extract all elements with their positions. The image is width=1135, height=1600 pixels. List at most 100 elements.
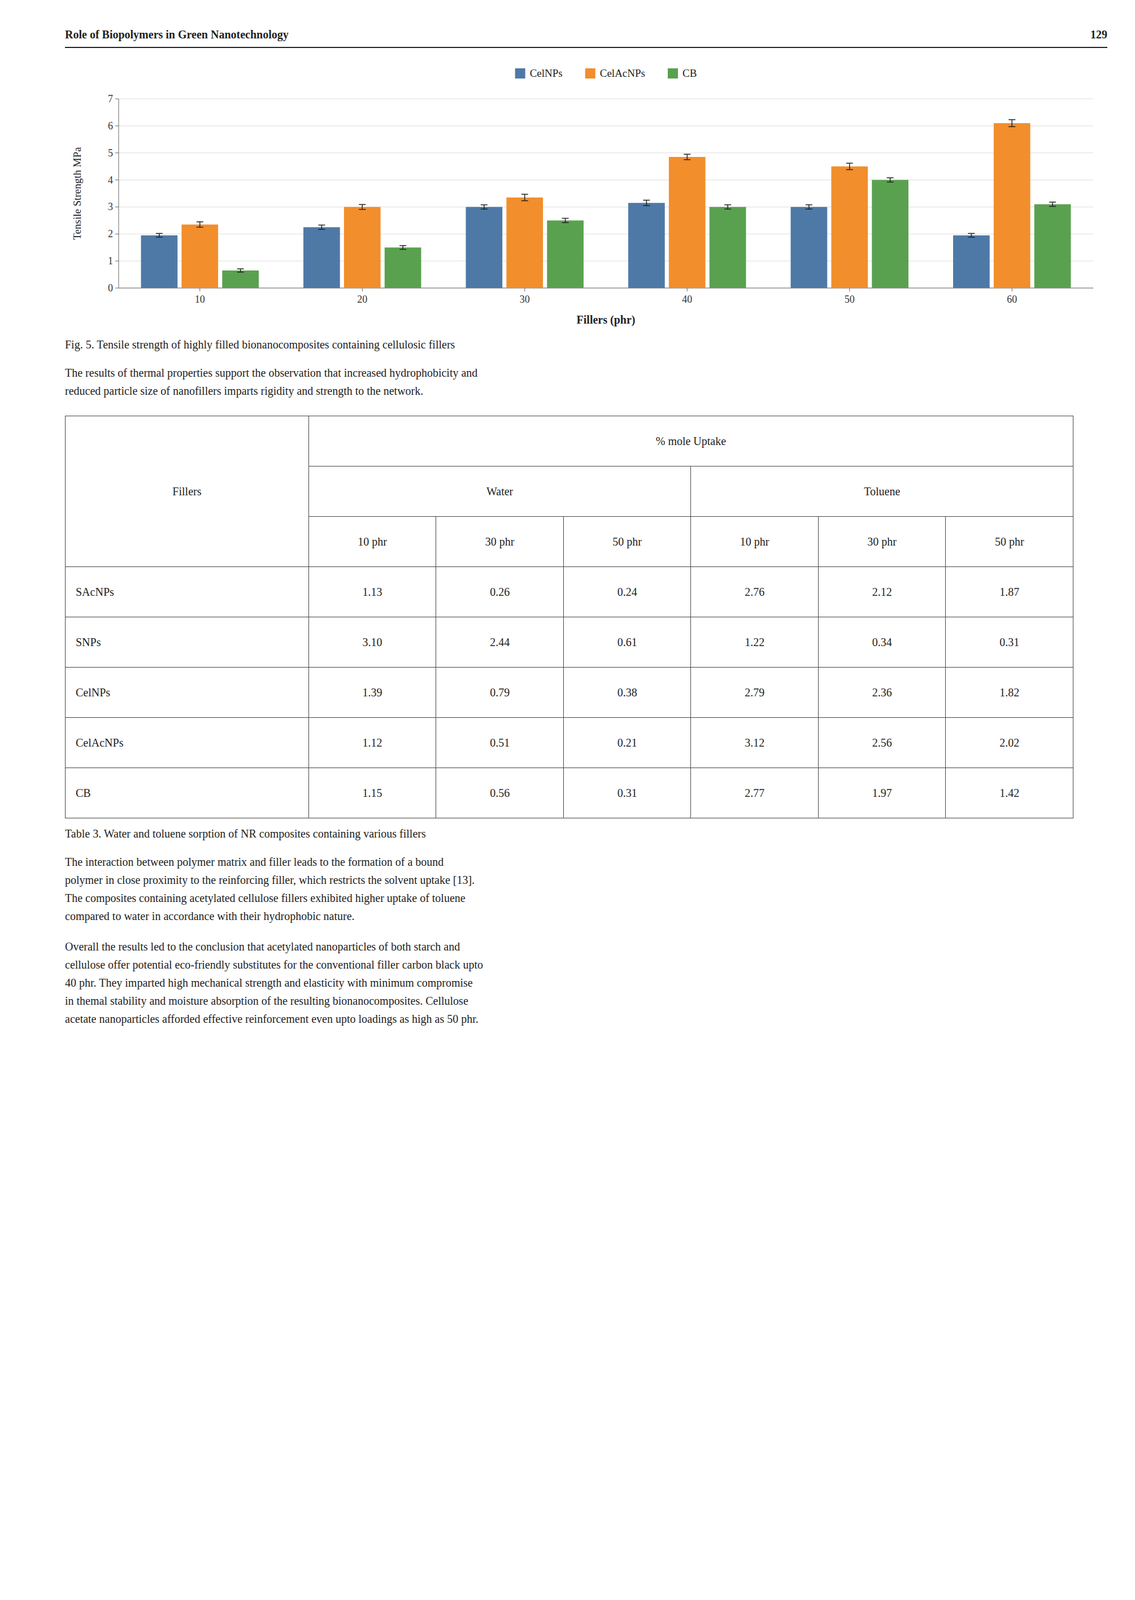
paragraph-1: The results of thermal properties suppor… <box>64 363 1108 400</box>
table-header-row: WaterToluene <box>65 466 1074 517</box>
legend-label: CB <box>682 67 697 80</box>
x-axis <box>118 288 1094 289</box>
bar <box>181 224 219 289</box>
table-cell: 0.31 <box>945 617 1074 668</box>
error-cap <box>562 218 569 220</box>
paragraph-line: in themal stability and moisture absorpt… <box>64 992 1108 1011</box>
table-cell: 2.02 <box>945 718 1074 769</box>
error-bar <box>642 199 650 206</box>
error-cap <box>683 153 691 155</box>
bar <box>506 197 543 289</box>
table-cell: 1.97 <box>818 768 946 819</box>
table-cell: 1.22 <box>690 617 819 668</box>
error-cap <box>358 203 366 206</box>
error-bar <box>480 205 488 210</box>
error-bar <box>805 205 813 210</box>
x-tick <box>1011 288 1013 292</box>
table-cell: 2.12 <box>818 567 946 618</box>
y-tick <box>115 152 119 154</box>
error-cap <box>642 199 650 202</box>
grid-line <box>118 98 1094 100</box>
bar <box>546 220 584 289</box>
grid-line <box>118 179 1094 181</box>
y-tick-label: 5 <box>107 147 113 159</box>
bar <box>222 270 259 289</box>
paragraph-line: acetate nanoparticles afforded effective… <box>64 1010 1108 1029</box>
table-cell: 0.21 <box>563 718 691 769</box>
x-tick <box>362 288 363 292</box>
table-subheader: 10 phr <box>690 516 819 568</box>
error-cap <box>1008 126 1016 128</box>
sorption-table: Fillers% mole UptakeWaterToluene10 phr30… <box>64 415 1074 819</box>
error-bar <box>724 205 732 210</box>
table-cell: 2.76 <box>690 567 819 618</box>
error-stem <box>808 205 810 210</box>
paragraph-line: Overall the results led to the conclusio… <box>64 937 1108 956</box>
error-stem <box>646 199 648 206</box>
table-cell: SNPs <box>65 617 310 668</box>
error-bar <box>886 177 894 183</box>
figure-caption: Fig. 5. Tensile strength of highly fille… <box>64 338 1108 352</box>
x-tick-label: 50 <box>844 293 855 306</box>
table-cell: 0.51 <box>436 718 564 769</box>
y-tick-label: 7 <box>107 93 113 105</box>
table-title: Table 3. Water and toluene sorption of N… <box>64 827 1108 841</box>
bar <box>953 235 990 289</box>
error-cap <box>318 224 325 226</box>
table-cell: 2.56 <box>818 718 946 769</box>
y-tick-label: 3 <box>107 201 113 213</box>
table-cell: 1.39 <box>308 667 437 719</box>
paragraph-2: The interaction between polymer matrix a… <box>64 853 1108 926</box>
error-stem <box>158 233 160 238</box>
error-bar <box>1049 202 1056 207</box>
error-cap <box>886 177 894 179</box>
error-stem <box>321 224 323 230</box>
paragraph-line: polymer in close proximity to the reinfo… <box>64 871 1108 890</box>
table-group: Water <box>308 466 691 517</box>
error-bar <box>521 194 529 201</box>
error-stem <box>240 268 242 273</box>
error-cap <box>642 205 650 207</box>
grid-line <box>118 206 1094 208</box>
table-cell: 0.34 <box>818 617 946 668</box>
table-row: SNPs3.102.440.611.220.340.31 <box>65 617 1074 668</box>
error-cap <box>318 228 325 230</box>
table-cell: 1.15 <box>308 768 437 819</box>
table-row: CelNPs1.390.790.382.792.361.82 <box>65 667 1074 719</box>
error-cap <box>521 193 529 195</box>
table-row: CB1.150.560.312.771.971.42 <box>65 768 1074 819</box>
table-cell: 2.36 <box>818 667 946 719</box>
bar <box>141 235 178 289</box>
bar <box>628 202 665 289</box>
y-axis-label: Tensile Strength MPa <box>71 146 84 241</box>
table-cell: 0.79 <box>436 667 564 719</box>
table-group-header: % mole Uptake <box>308 416 1073 467</box>
error-bar <box>399 245 407 250</box>
legend-swatch <box>667 68 678 79</box>
bar <box>466 206 503 289</box>
table-cell: 1.12 <box>308 718 437 769</box>
x-tick-label: 30 <box>519 293 530 306</box>
bar <box>303 227 341 289</box>
error-bar <box>967 233 975 238</box>
bar <box>668 157 706 289</box>
error-cap <box>846 162 854 164</box>
bars <box>141 119 1072 289</box>
paragraph-line: reduced particle size of nanofillers imp… <box>64 381 1108 400</box>
error-cap <box>155 236 163 238</box>
table-cell: 2.79 <box>690 667 819 719</box>
y-tick-label: 1 <box>107 255 113 267</box>
error-cap <box>724 204 732 206</box>
table-cell: 1.87 <box>945 567 1074 618</box>
y-tick-label: 4 <box>107 174 113 186</box>
y-tick <box>115 179 119 181</box>
table-header-row: Fillers% mole Uptake <box>65 416 1074 467</box>
error-cap <box>1008 119 1016 121</box>
bar <box>344 206 381 289</box>
y-tick <box>115 233 119 235</box>
error-stem <box>849 163 851 170</box>
bar-chart: 01234567102030405060Fillers (phr)Tensile… <box>64 59 1108 331</box>
table-cell: 0.56 <box>436 768 564 819</box>
error-stem <box>686 154 689 160</box>
error-bar <box>318 224 325 230</box>
